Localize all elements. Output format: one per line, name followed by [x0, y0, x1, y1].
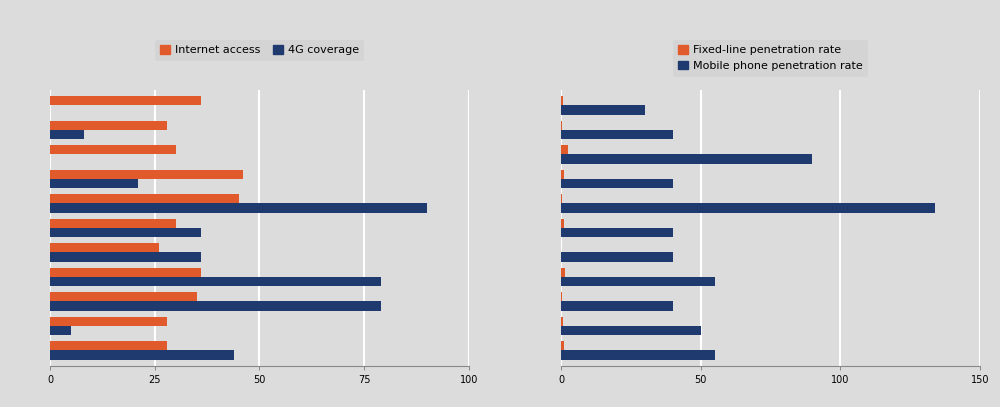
- Bar: [50, 267, 201, 277]
- Legend: Internet access, 4G coverage: Internet access, 4G coverage: [155, 40, 364, 61]
- Bar: [561, 252, 673, 262]
- Bar: [50, 219, 176, 228]
- Bar: [50, 194, 239, 204]
- Bar: [50, 277, 381, 286]
- Bar: [561, 341, 564, 350]
- Bar: [561, 302, 673, 311]
- Bar: [50, 302, 381, 311]
- Bar: [50, 145, 176, 154]
- Bar: [561, 120, 562, 130]
- Bar: [50, 326, 71, 335]
- Bar: [50, 243, 159, 252]
- Bar: [50, 317, 167, 326]
- Bar: [50, 179, 138, 188]
- Bar: [50, 341, 167, 350]
- Bar: [561, 194, 562, 204]
- Bar: [50, 228, 201, 237]
- Bar: [561, 130, 673, 139]
- Bar: [561, 267, 565, 277]
- Bar: [561, 170, 564, 179]
- Bar: [50, 204, 427, 213]
- Bar: [561, 317, 563, 326]
- Bar: [50, 96, 201, 105]
- Bar: [561, 145, 568, 154]
- Bar: [50, 252, 201, 262]
- Bar: [561, 105, 645, 115]
- Bar: [561, 179, 673, 188]
- Bar: [561, 219, 564, 228]
- Bar: [561, 326, 701, 335]
- Bar: [50, 120, 167, 130]
- Bar: [561, 96, 563, 105]
- Bar: [50, 350, 234, 360]
- Bar: [561, 154, 812, 164]
- Bar: [561, 204, 935, 213]
- Bar: [561, 228, 673, 237]
- Bar: [50, 130, 84, 139]
- Bar: [50, 292, 197, 302]
- Bar: [561, 277, 715, 286]
- Bar: [561, 350, 715, 360]
- Legend: Fixed-line penetration rate, Mobile phone penetration rate: Fixed-line penetration rate, Mobile phon…: [673, 40, 868, 77]
- Bar: [50, 170, 243, 179]
